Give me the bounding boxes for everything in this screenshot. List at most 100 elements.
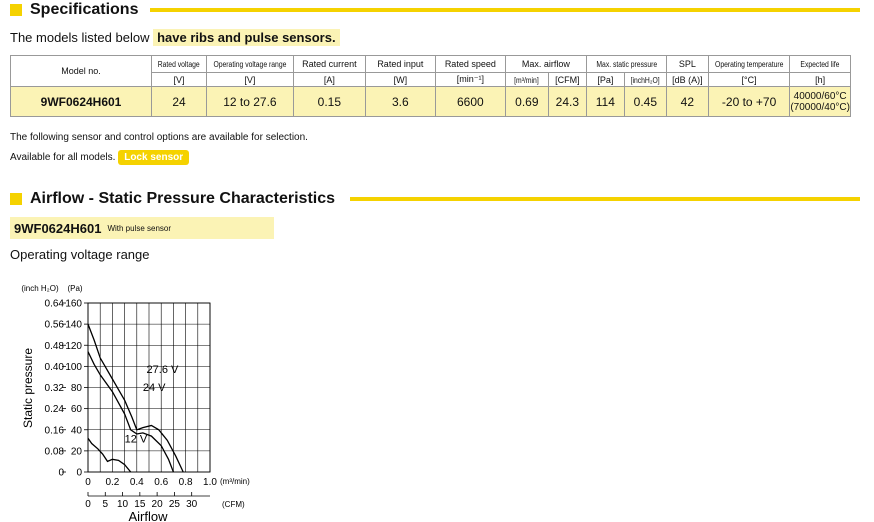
col-max-static: Max. static pressure <box>585 55 667 73</box>
y-tick-label-pa: 40 <box>71 425 83 436</box>
expected-life-line2: (70000/40°C) <box>790 101 850 113</box>
cfm-tick-label: 5 <box>102 499 108 510</box>
chart-model-note: With pulse sensor <box>107 223 172 233</box>
spec-intro-prefix: The models listed below <box>10 30 150 45</box>
col-rated-speed: Rated speed <box>434 55 506 73</box>
y-tick-label-inch: 0.24 <box>45 404 65 415</box>
col-max-airflow: Max. airflow <box>504 55 587 73</box>
unit-rated-input: [W] <box>364 72 436 87</box>
col-spl: SPL <box>665 55 709 73</box>
y-tick-label-pa: 60 <box>71 404 83 415</box>
x-axis-title: Airflow <box>128 509 168 522</box>
cell-static-pa: 114 <box>585 86 625 117</box>
cell-airflow-m3: 0.69 <box>504 86 549 117</box>
y-tick-label-inch: 0.64 <box>45 299 65 310</box>
cell-spl: 42 <box>665 86 709 117</box>
y-tick-label-inch: 0.56 <box>45 320 65 331</box>
cell-rated-input: 3.6 <box>364 86 436 117</box>
cell-rated-current: 0.15 <box>292 86 366 117</box>
cfm-tick-label: 15 <box>134 499 146 510</box>
series-label: 24 V <box>143 382 166 394</box>
y-tick-label-inch: 0.08 <box>45 446 65 457</box>
x-unit-bottom: (CFM) <box>222 500 245 509</box>
chart-subtitle: Operating voltage range <box>10 247 150 262</box>
y-axis-title: Static pressure <box>21 348 35 428</box>
unit-operating-voltage: [V] <box>206 72 294 87</box>
unit-rated-current: [A] <box>292 72 366 87</box>
cfm-tick-label: 10 <box>117 499 129 510</box>
y-tick-label-inch: 0.48 <box>45 341 65 352</box>
cell-airflow-cfm: 24.3 <box>547 86 587 117</box>
x-tick-label: 0.2 <box>105 477 119 488</box>
available-text: Available for all models. <box>10 152 116 163</box>
x-tick-label: 0.6 <box>154 477 168 488</box>
col-rated-current: Rated current <box>292 55 366 73</box>
cfm-tick-label: 0 <box>85 499 91 510</box>
y-unit-left: (inch H₂O) <box>21 284 59 293</box>
x-tick-label: 0.4 <box>130 477 144 488</box>
table-header-row: Model no. Rated voltage Operating voltag… <box>10 55 851 87</box>
section-marker-icon <box>10 4 22 16</box>
unit-static-pa: [Pa] <box>585 72 625 87</box>
series-label: 12 V <box>125 434 148 446</box>
y-tick-label-inch: 0 <box>58 468 64 479</box>
section-rule <box>150 8 860 12</box>
table-row: 9WF0624H601 24 12 to 27.6 0.15 3.6 6600 … <box>10 86 851 117</box>
col-rated-input: Rated input <box>364 55 436 73</box>
y-tick-label-inch: 0.32 <box>45 383 65 394</box>
cell-rated-speed: 6600 <box>434 86 506 117</box>
cell-operating-temp: -20 to +70 <box>707 86 791 117</box>
x-tick-label: 1.0 <box>203 477 217 488</box>
unit-static-inch: [inchH₂O] <box>623 72 667 87</box>
spec-section-header: Specifications <box>10 0 138 20</box>
section-marker-icon <box>10 193 22 205</box>
x-tick-label: 0 <box>85 477 91 488</box>
airflow-pressure-chart: 00200.08400.16600.24800.321000.401200.48… <box>21 284 250 522</box>
y-tick-label-pa: 120 <box>65 341 82 352</box>
y-tick-label-pa: 160 <box>65 299 82 310</box>
section-rule <box>350 197 860 201</box>
spec-intro-highlight: have ribs and pulse sensors. <box>153 29 340 46</box>
unit-airflow-m3: [m³/min] <box>504 72 549 87</box>
available-line: Available for all models. Lock sensor <box>10 150 190 165</box>
y-tick-label-pa: 140 <box>65 320 82 331</box>
cell-model: 9WF0624H601 <box>10 86 152 117</box>
cell-static-inch: 0.45 <box>623 86 667 117</box>
y-tick-label-inch: 0.40 <box>45 362 65 373</box>
chart-model-box: 9WF0624H601 With pulse sensor <box>10 217 274 239</box>
cell-rated-voltage: 24 <box>151 86 207 117</box>
chart-model: 9WF0624H601 <box>14 220 102 236</box>
lock-sensor-badge: Lock sensor <box>118 150 190 165</box>
unit-airflow-cfm: [CFM] <box>547 72 587 87</box>
series-label: 27.6 V <box>147 364 179 376</box>
expected-life-line1: 40000/60°C <box>793 90 847 102</box>
y-tick-label-inch: 0.16 <box>45 425 65 436</box>
x-tick-label: 0.8 <box>179 477 193 488</box>
y-unit-right: (Pa) <box>67 284 82 293</box>
y-tick-label-pa: 20 <box>71 446 83 457</box>
y-tick-label-pa: 100 <box>65 362 82 373</box>
col-operating-voltage: Operating voltage range <box>206 55 294 73</box>
cell-operating-voltage: 12 to 27.6 <box>206 86 294 117</box>
col-rated-voltage: Rated voltage <box>151 55 207 73</box>
y-tick-label-pa: 0 <box>76 468 82 479</box>
unit-expected-life: [h] <box>789 72 851 87</box>
airflow-section-title: Airflow - Static Pressure Characteristic… <box>30 190 336 207</box>
spec-intro: The models listed below have ribs and pu… <box>10 29 340 46</box>
series-line <box>87 323 184 473</box>
series-line <box>87 351 175 473</box>
spec-table: Model no. Rated voltage Operating voltag… <box>10 55 851 117</box>
options-note: The following sensor and control options… <box>10 132 308 143</box>
unit-rated-speed: [min⁻¹] <box>434 72 506 87</box>
col-operating-temp: Operating temperature <box>707 55 791 73</box>
cfm-tick-label: 30 <box>186 499 198 510</box>
unit-rated-voltage: [V] <box>151 72 207 87</box>
cfm-tick-label: 25 <box>169 499 181 510</box>
unit-operating-temp: [°C] <box>707 72 791 87</box>
plot-frame <box>87 302 211 473</box>
cell-expected-life: 40000/60°C (70000/40°C) <box>789 86 851 117</box>
unit-spl: [dB (A)] <box>665 72 709 87</box>
y-tick-label-pa: 80 <box>71 383 83 394</box>
col-expected-life: Expected life <box>789 55 851 73</box>
col-model: Model no. <box>10 55 152 87</box>
